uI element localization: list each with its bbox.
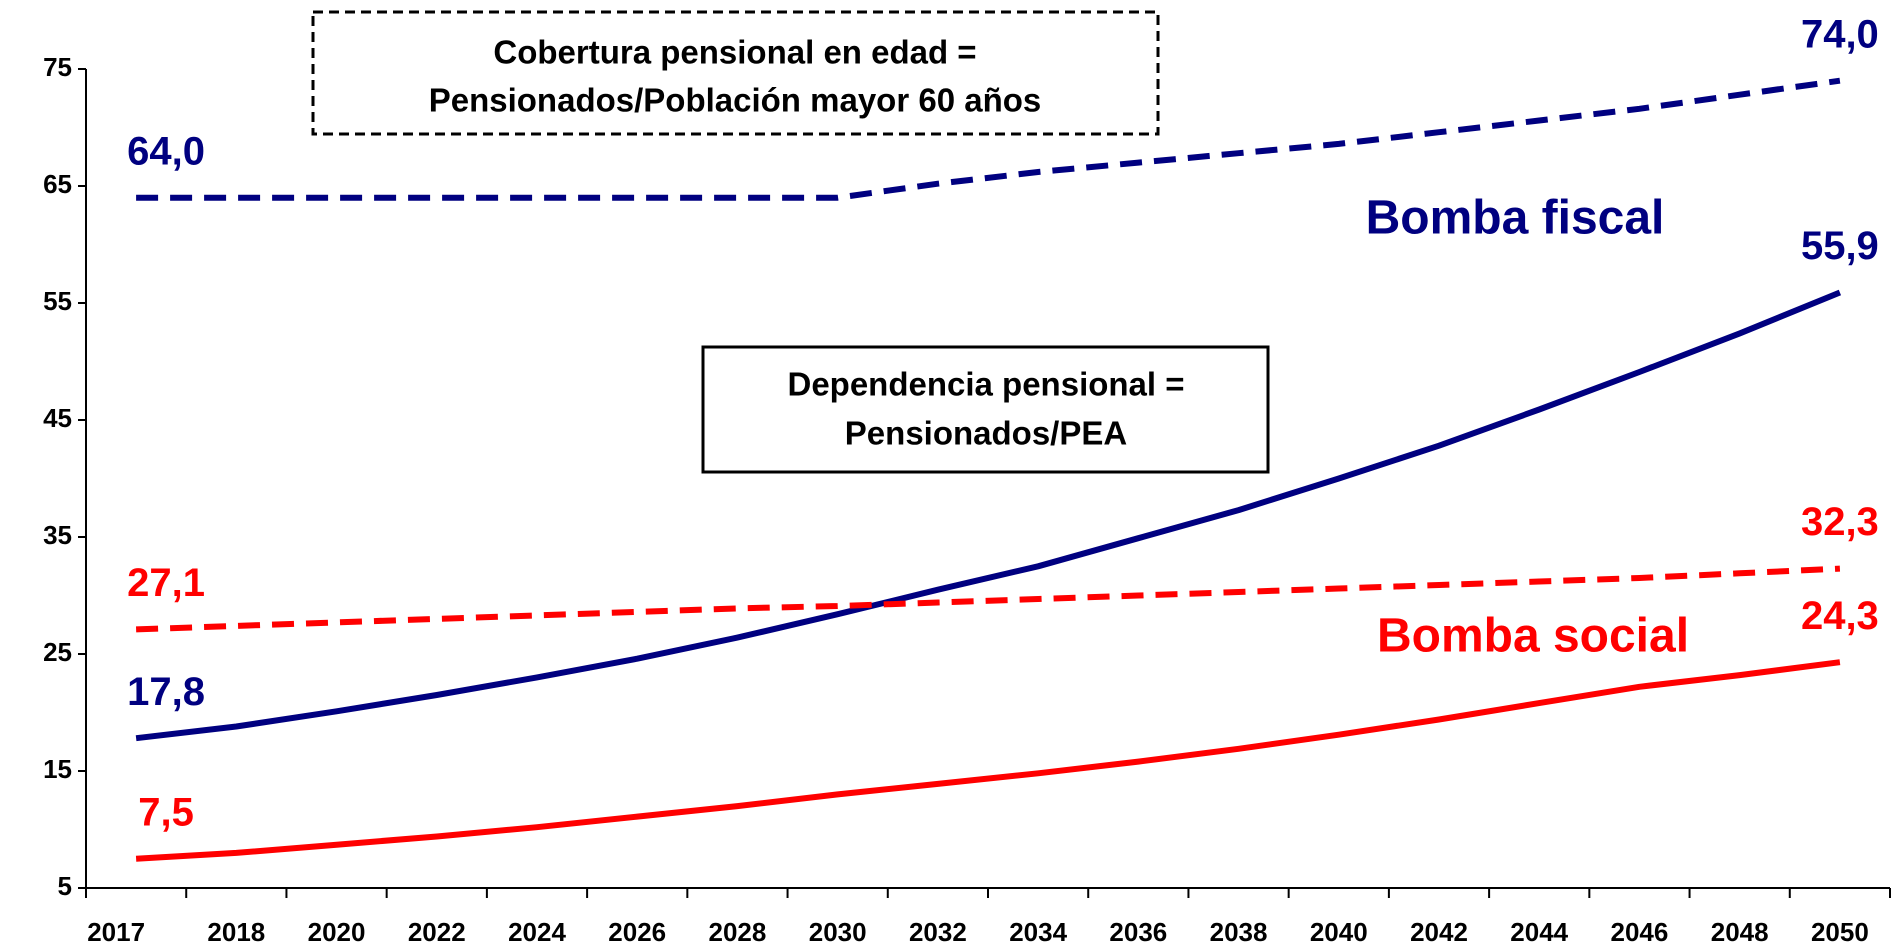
x-tick-label: 2044	[1510, 917, 1568, 947]
y-tick-label: 65	[43, 169, 72, 199]
x-tick-label: 2042	[1410, 917, 1468, 947]
annotation-box-text: Pensionados/PEA	[845, 415, 1127, 452]
data-label: 17,8	[127, 670, 205, 714]
y-tick-label: 45	[43, 403, 72, 433]
x-tick-label: 2036	[1109, 917, 1167, 947]
x-tick-label: 2020	[308, 917, 366, 947]
y-tick-label: 15	[43, 754, 72, 784]
x-tick-label: 2046	[1611, 917, 1669, 947]
y-tick-label: 35	[43, 520, 72, 550]
x-tick-label: 2050	[1811, 917, 1869, 947]
series-line	[136, 77, 1841, 201]
x-tick-label: 2018	[207, 917, 265, 947]
annotation-box-text: Cobertura pensional en edad =	[493, 34, 976, 71]
data-label: 27,1	[127, 561, 205, 605]
x-tick-label: 2024	[508, 917, 566, 947]
y-tick-label: 55	[43, 286, 72, 316]
x-tick-label: 2022	[408, 917, 466, 947]
data-label: 32,3	[1801, 500, 1879, 544]
annotation: Bomba social	[1377, 610, 1689, 663]
annotation-box-text: Pensionados/Población mayor 60 años	[429, 82, 1042, 119]
data-label: 74,0	[1801, 12, 1879, 56]
annotation-box	[701, 345, 1270, 474]
x-tick-label: 2048	[1711, 917, 1769, 947]
x-tick-label: 2028	[709, 917, 767, 947]
x-tick-label: 2017	[87, 917, 145, 947]
annotation-box-text: Dependencia pensional =	[787, 366, 1184, 403]
series-line	[135, 565, 1841, 633]
x-tick-label: 2030	[809, 917, 867, 947]
series-line	[135, 289, 1842, 742]
x-tick-label: 2026	[608, 917, 666, 947]
annotation-box	[311, 10, 1160, 136]
data-label: 55,9	[1801, 224, 1879, 268]
y-tick-label: 5	[58, 871, 72, 901]
data-label: 64,0	[127, 129, 205, 173]
y-tick-label: 75	[43, 52, 72, 82]
series-line	[135, 659, 1841, 862]
data-label: 7,5	[138, 790, 194, 834]
x-tick-label: 2034	[1009, 917, 1067, 947]
annotation: Bomba fiscal	[1366, 192, 1665, 245]
y-tick-label: 25	[43, 637, 72, 667]
x-tick-label: 2032	[909, 917, 967, 947]
x-tick-label: 2040	[1310, 917, 1368, 947]
data-label: 24,3	[1801, 594, 1879, 638]
x-tick-label: 2038	[1210, 917, 1268, 947]
